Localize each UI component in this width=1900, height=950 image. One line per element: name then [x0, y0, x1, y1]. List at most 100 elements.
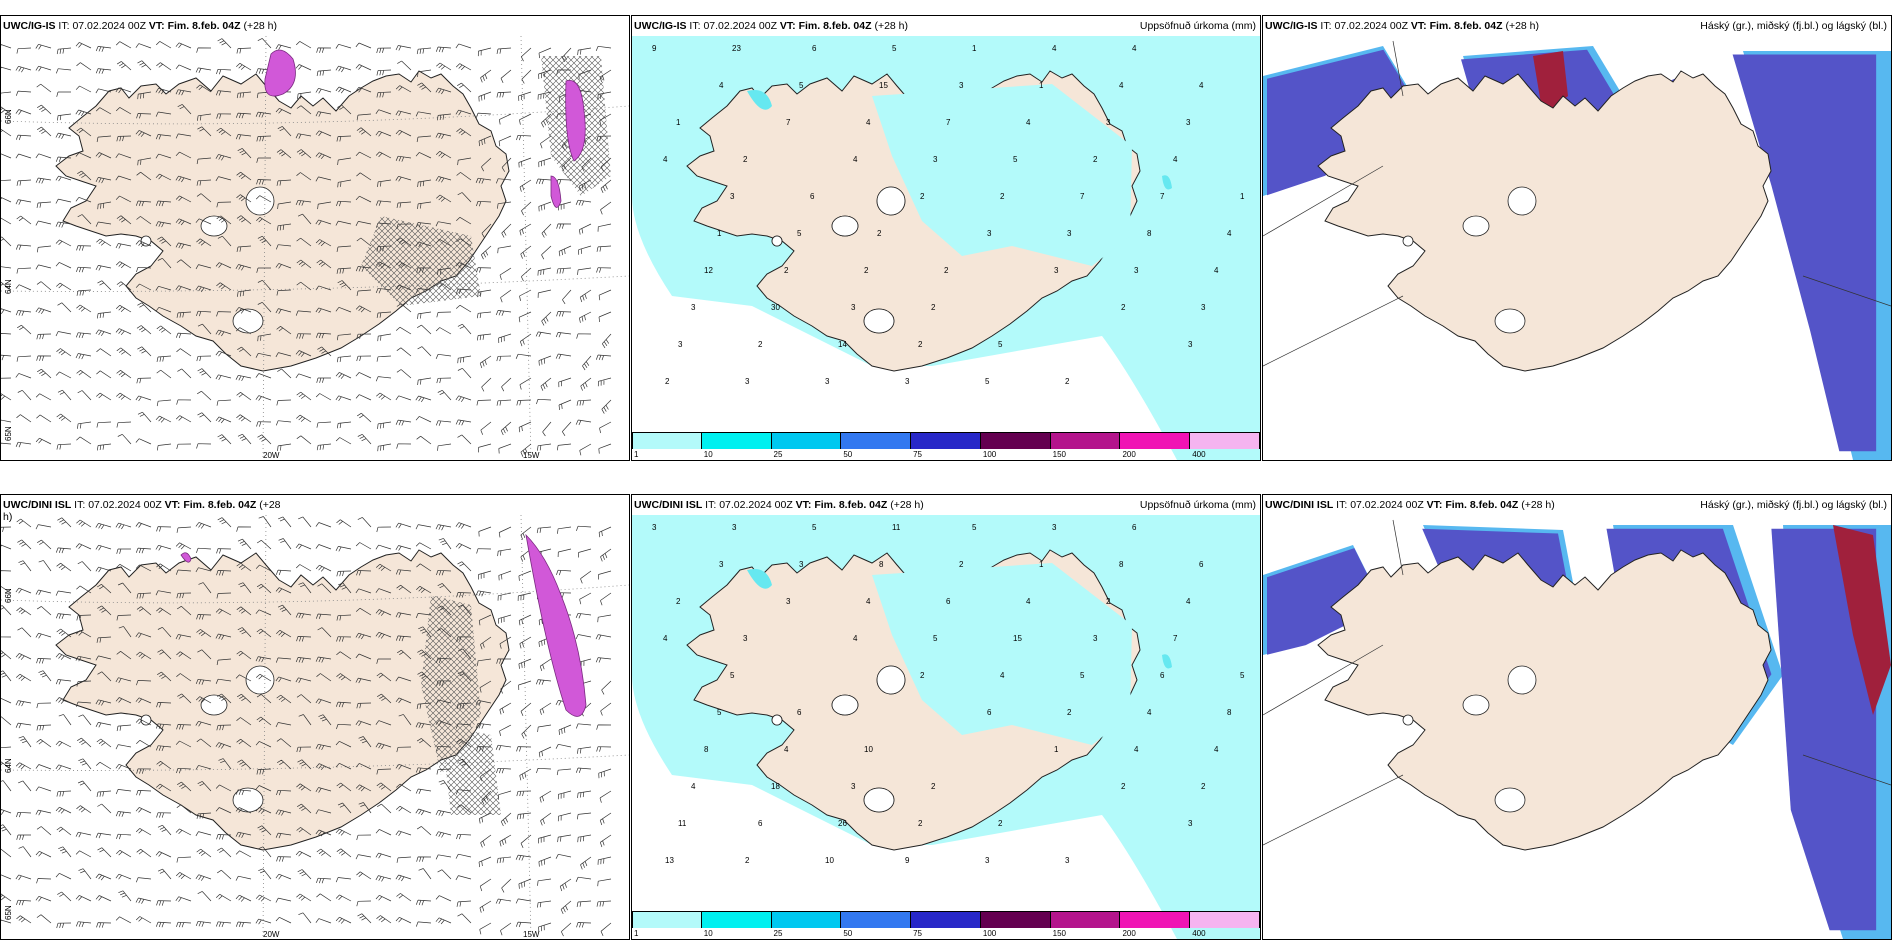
precip-value: 3 [1188, 340, 1193, 349]
colorbar-segment [771, 911, 842, 928]
precip-value: 8 [1147, 229, 1152, 238]
precip-value: 7 [1173, 634, 1178, 643]
precip-value: 13 [665, 856, 674, 865]
precip-value: 5 [933, 634, 938, 643]
glacier-outline [245, 665, 275, 695]
precip-value: 2 [959, 560, 964, 569]
title-it-label: IT: [1336, 499, 1348, 511]
precip-value: 4 [1214, 745, 1219, 754]
precip-value: 3 [985, 856, 990, 865]
precip-value: 6 [812, 44, 817, 53]
precip-value: 2 [1121, 303, 1126, 312]
title-model: UWC/DINI ISL [634, 499, 703, 511]
precip-value: 7 [1080, 192, 1085, 201]
colorbar-segment [1120, 432, 1191, 449]
precip-value: 14 [838, 340, 847, 349]
precip-value: 2 [931, 782, 936, 791]
colorbar-segment [1190, 911, 1260, 928]
precip-value: 15 [1013, 634, 1022, 643]
precip-value: 3 [652, 523, 657, 532]
title-model: UWC/DINI ISL [1265, 499, 1334, 511]
boundary-line [1263, 40, 1891, 367]
title-model: UWC/IG-IS [1265, 20, 1318, 32]
title-it: 07.02.2024 00Z [719, 499, 793, 511]
precip-value: 2 [918, 340, 923, 349]
precip-value: 3 [1186, 118, 1191, 127]
precip-value: 5 [1080, 671, 1085, 680]
wind-barbs [1, 38, 612, 457]
latitude-line [1, 105, 629, 125]
title-it-label: IT: [1320, 20, 1332, 32]
title-lead: (+28 h) [1521, 499, 1555, 511]
precip-value: 5 [998, 340, 1003, 349]
precip-value: 15 [879, 81, 888, 90]
precip-value: 4 [1000, 671, 1005, 680]
title-it-label: IT: [58, 20, 70, 32]
field-title: Uppsöfnuð úrkoma (mm) [1139, 20, 1256, 32]
glacier-outline [1462, 694, 1490, 716]
panel-title: UWC/IG-IS IT: 07.02.2024 00Z VT: Fim. 8.… [1265, 20, 1539, 32]
precip-value: 4 [1134, 745, 1139, 754]
panel-precip-igis: UWC/IG-IS IT: 07.02.2024 00Z VT: Fim. 8.… [631, 15, 1261, 461]
precip-value: 4 [691, 782, 696, 791]
precip-value: 1 [972, 44, 977, 53]
map-precip: 3334261231333454242112586155444610112436… [632, 515, 1260, 939]
precip-value: 2 [1121, 782, 1126, 791]
colorbar-label: 1 [634, 450, 639, 459]
precip-value: 4 [784, 745, 789, 754]
title-it: 07.02.2024 00Z [1350, 499, 1424, 511]
title-lead-wrap: h) [3, 511, 13, 523]
precip-value: 1 [717, 229, 722, 238]
colorbar-label: 1 [634, 929, 639, 938]
colorbar-label: 400 [1192, 450, 1206, 459]
colorbar-segment [1190, 432, 1260, 449]
precip-value: 30 [771, 303, 780, 312]
title-it: 07.02.2024 00Z [703, 20, 777, 32]
precip-value: 10 [864, 745, 873, 754]
colorbar-label: 25 [773, 450, 783, 459]
precip-value: 4 [1119, 81, 1124, 90]
precip-value: 1 [1240, 192, 1245, 201]
longitude-label: 20W [263, 930, 280, 939]
panel-wind-igis: UWC/IG-IS IT: 07.02.2024 00Z VT: Fim. 8.… [0, 15, 630, 461]
colorbar-segment [911, 432, 981, 449]
precip-value: 6 [987, 708, 992, 717]
precip-value: 4 [1173, 155, 1178, 164]
precip-value: 4 [1199, 81, 1204, 90]
colorbar-segment [1120, 911, 1191, 928]
glacier-outline [1507, 186, 1537, 216]
map-precip: 9474233232235432333336157578432353427412… [632, 36, 1260, 460]
panel-precip-dini: UWC/DINI ISL IT: 07.02.2024 00Z VT: Fim.… [631, 494, 1261, 940]
precip-colorbar: 1 10 25 50 75 100 150 200 400 [632, 432, 1260, 460]
precip-value: 3 [1067, 229, 1072, 238]
precip-value: 2 [1065, 377, 1070, 386]
panel-title: UWC/DINI ISL IT: 07.02.2024 00Z VT: Fim.… [3, 499, 281, 523]
title-lead: (+28 h) [874, 20, 909, 32]
precip-value: 6 [1132, 523, 1137, 532]
precip-value: 3 [933, 155, 938, 164]
colorbar-label: 50 [843, 929, 853, 938]
colorbar-segment [1050, 432, 1121, 449]
low-cloud-area [1732, 54, 1877, 452]
low-cloud-area [1267, 548, 1384, 655]
colorbar-label: 150 [1052, 450, 1067, 459]
title-vt: Fim. 8.feb. 04Z [183, 499, 257, 511]
colorbar-label: 10 [703, 929, 713, 938]
glacier-outline [140, 714, 152, 726]
precip-value: 1 [1054, 745, 1059, 754]
latitude-label: 66N [4, 109, 13, 124]
precip-value: 4 [1026, 118, 1031, 127]
precip-value: 3 [1188, 819, 1193, 828]
precip-value: 6 [946, 597, 951, 606]
precip-value: 6 [1160, 671, 1165, 680]
precip-light-area [872, 563, 1132, 745]
glacier-outline [200, 215, 228, 237]
precip-value: 3 [786, 597, 791, 606]
precip-value: 3 [825, 377, 830, 386]
precip-value: 26 [838, 819, 847, 828]
precip-value: 6 [810, 192, 815, 201]
precip-value: 4 [853, 634, 858, 643]
panel-title: UWC/IG-IS IT: 07.02.2024 00Z VT: Fim. 8.… [3, 20, 277, 32]
longitude-label: 15W [523, 930, 540, 939]
title-vt: Fim. 8.feb. 04Z [167, 20, 241, 32]
